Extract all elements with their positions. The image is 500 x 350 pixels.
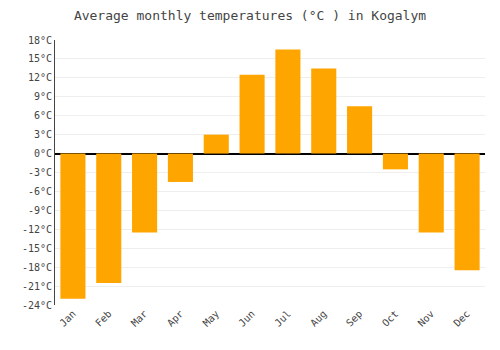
svg-text:18°C: 18°C <box>28 35 52 46</box>
svg-text:-6°C: -6°C <box>28 186 52 197</box>
svg-text:6°C: 6°C <box>34 110 52 121</box>
svg-text:Aug: Aug <box>308 308 329 329</box>
svg-text:Jun: Jun <box>236 308 257 329</box>
svg-text:-3°C: -3°C <box>28 167 52 178</box>
svg-text:Jan: Jan <box>57 308 78 329</box>
svg-text:Sep: Sep <box>344 308 365 329</box>
svg-text:12°C: 12°C <box>28 72 52 83</box>
svg-text:Mar: Mar <box>129 308 150 329</box>
svg-text:May: May <box>201 308 222 329</box>
svg-text:Jul: Jul <box>272 308 293 329</box>
svg-text:-21°C: -21°C <box>22 281 52 292</box>
svg-text:-9°C: -9°C <box>28 205 52 216</box>
svg-text:3°C: 3°C <box>34 129 52 140</box>
svg-text:-24°C: -24°C <box>22 300 52 311</box>
svg-text:Nov: Nov <box>416 308 437 329</box>
svg-text:Average monthly temperatures (: Average monthly temperatures (°C ) in Ko… <box>74 8 426 23</box>
svg-text:-12°C: -12°C <box>22 224 52 235</box>
svg-text:-18°C: -18°C <box>22 262 52 273</box>
svg-text:0°C: 0°C <box>34 148 52 159</box>
svg-text:15°C: 15°C <box>28 53 52 64</box>
svg-text:Oct: Oct <box>380 308 401 329</box>
svg-text:Dec: Dec <box>451 308 472 329</box>
svg-text:Feb: Feb <box>93 308 114 329</box>
svg-text:9°C: 9°C <box>34 91 52 102</box>
svg-text:Apr: Apr <box>165 308 186 329</box>
svg-text:-15°C: -15°C <box>22 243 52 254</box>
